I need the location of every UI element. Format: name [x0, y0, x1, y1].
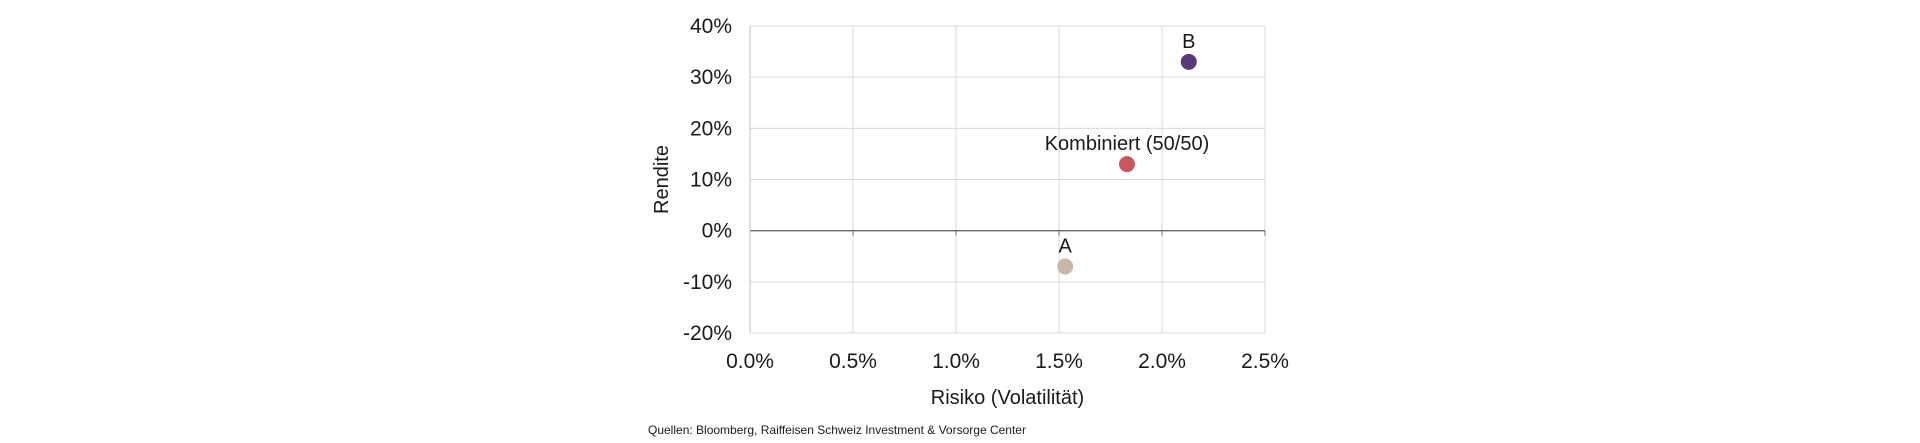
y-tick-label: 10%	[690, 169, 732, 192]
y-tick-label: -10%	[683, 271, 732, 294]
y-tick-label: 0%	[702, 220, 732, 243]
y-tick-label: 30%	[690, 66, 732, 89]
data-point-label: Kombiniert (50/50)	[1045, 133, 1210, 155]
axes	[749, 26, 1266, 333]
x-tick-label: 0.5%	[829, 350, 877, 373]
data-point	[1057, 258, 1074, 275]
x-tick-label: 2.0%	[1138, 350, 1186, 373]
y-tick-label: -20%	[683, 322, 732, 345]
tick-labels: 0.0% 0.5% 1.0% 1.5% 2.0% 2.5% 40% 30% 20% 10% 0% -1…	[683, 15, 1289, 373]
y-tick-label: 20%	[690, 117, 732, 140]
x-tick-label: 0.0%	[726, 350, 774, 373]
data-point	[1180, 53, 1197, 70]
y-tick-label: 40%	[690, 15, 732, 38]
gridlines	[749, 25, 1266, 334]
x-tick-label: 1.5%	[1035, 350, 1083, 373]
data-point	[1118, 156, 1135, 173]
x-axis-title: Risiko (Volatilität)	[931, 387, 1084, 409]
data-point-label: B	[1182, 31, 1195, 53]
x-tick-label: 1.0%	[932, 350, 980, 373]
data-points: A Kombiniert (50/50) B	[1045, 31, 1210, 275]
x-tick-label: 2.5%	[1241, 350, 1289, 373]
source-note: Quellen: Bloomberg, Raiffeisen Schweiz I…	[648, 423, 1026, 437]
y-axis-title: Rendite	[651, 145, 673, 214]
data-point-label: A	[1059, 235, 1073, 257]
